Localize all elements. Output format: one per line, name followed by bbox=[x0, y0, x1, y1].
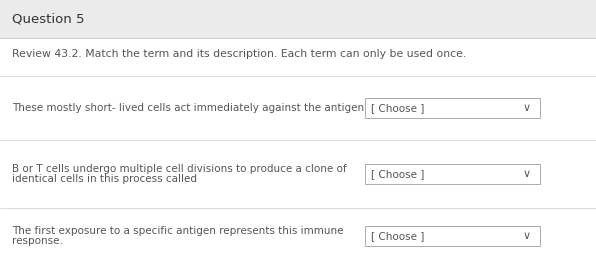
Text: ∨: ∨ bbox=[523, 103, 531, 113]
Bar bbox=[0, 0, 596, 38]
Text: B or T cells undergo multiple cell divisions to produce a clone of: B or T cells undergo multiple cell divis… bbox=[12, 163, 347, 173]
Bar bbox=[365, 226, 540, 246]
Text: ∨: ∨ bbox=[523, 169, 531, 179]
Text: [ Choose ]: [ Choose ] bbox=[371, 169, 424, 179]
Bar bbox=[365, 164, 540, 184]
Text: The first exposure to a specific antigen represents this immune: The first exposure to a specific antigen… bbox=[12, 225, 343, 236]
Text: identical cells in this process called: identical cells in this process called bbox=[12, 174, 197, 184]
Text: [ Choose ]: [ Choose ] bbox=[371, 103, 424, 113]
Bar bbox=[365, 98, 540, 118]
Text: ∨: ∨ bbox=[523, 231, 531, 241]
Text: [ Choose ]: [ Choose ] bbox=[371, 231, 424, 241]
Text: These mostly short- lived cells act immediately against the antigen: These mostly short- lived cells act imme… bbox=[12, 103, 364, 113]
Text: Review 43.2. Match the term and its description. Each term can only be used once: Review 43.2. Match the term and its desc… bbox=[12, 49, 466, 59]
Text: Question 5: Question 5 bbox=[12, 13, 85, 25]
Text: response.: response. bbox=[12, 236, 63, 247]
